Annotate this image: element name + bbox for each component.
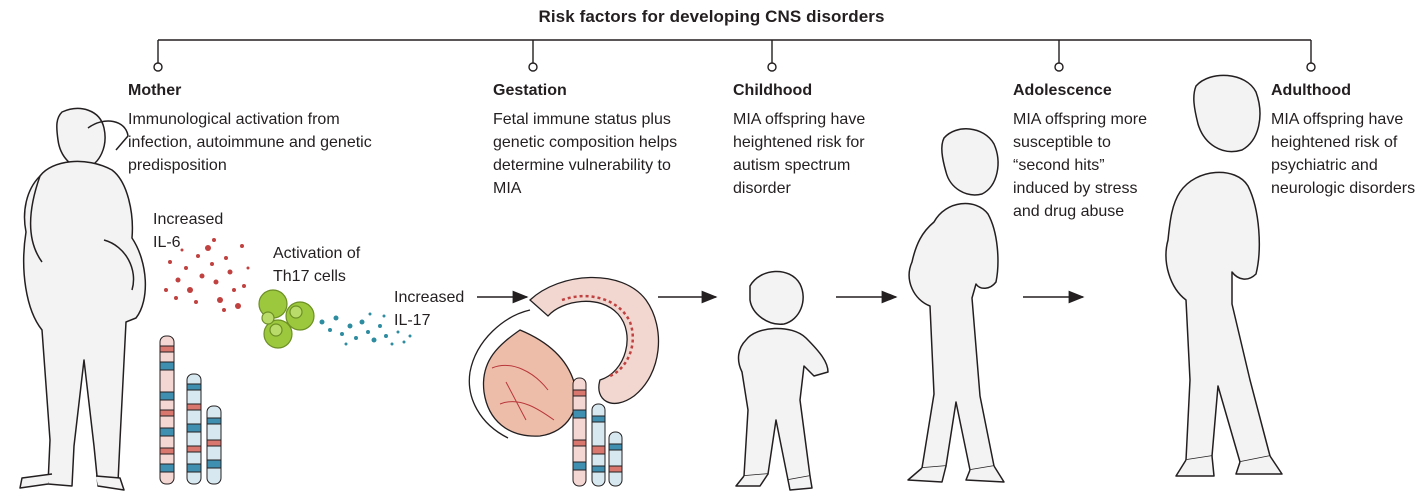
- stage-title: Childhood: [733, 82, 813, 99]
- stage-title: Gestation: [493, 82, 567, 99]
- timeline-node-childhood: [767, 62, 777, 72]
- gestation-embryo: [468, 276, 660, 439]
- mother-chromosomes: [159, 335, 222, 485]
- il6-dots: [164, 238, 250, 312]
- stage-mother: Mother Immunological activation from inf…: [128, 81, 378, 177]
- stage-description: Fetal immune status plus genetic composi…: [493, 111, 678, 197]
- stage-adolescence: Adolescence MIA offspring more susceptib…: [1013, 81, 1163, 223]
- timeline-node-gestation: [528, 62, 538, 72]
- stage-title: Adolescence: [1013, 82, 1112, 99]
- stage-title: Mother: [128, 82, 182, 99]
- gestation-chromosomes: [572, 377, 623, 487]
- adult-figure: [1165, 74, 1283, 477]
- stage-gestation: Gestation Fetal immune status plus genet…: [493, 81, 688, 200]
- stage-childhood: Childhood MIA offspring have heightened …: [733, 81, 881, 200]
- il17-dots: [319, 312, 412, 346]
- adolescent-figure: [907, 128, 1005, 483]
- timeline-bracket: [153, 39, 1316, 72]
- diagram-title: Risk factors for developing CNS disorder…: [538, 7, 885, 26]
- mother-figure: [19, 107, 146, 491]
- stage-title: Adulthood: [1271, 82, 1351, 99]
- stage-description: MIA offspring have heightened risk for a…: [733, 111, 866, 197]
- stage-adulthood: Adulthood MIA offspring have heightened …: [1271, 81, 1421, 200]
- stage-description: Immunological activation from infection,…: [128, 111, 372, 174]
- stage-description: MIA offspring more susceptible to “secon…: [1013, 111, 1147, 220]
- label-il17: Increased IL-17: [394, 289, 465, 329]
- child-figure: [735, 270, 829, 491]
- label-th17: Activation of Th17 cells: [273, 245, 361, 285]
- timeline-node-mother: [153, 62, 163, 72]
- timeline-node-adolescence: [1054, 62, 1064, 72]
- stage-description: MIA offspring have heightened risk of ps…: [1271, 111, 1416, 197]
- label-il6: Increased IL-6: [153, 211, 224, 251]
- timeline-node-adulthood: [1306, 62, 1316, 72]
- th17-cells: [258, 289, 315, 349]
